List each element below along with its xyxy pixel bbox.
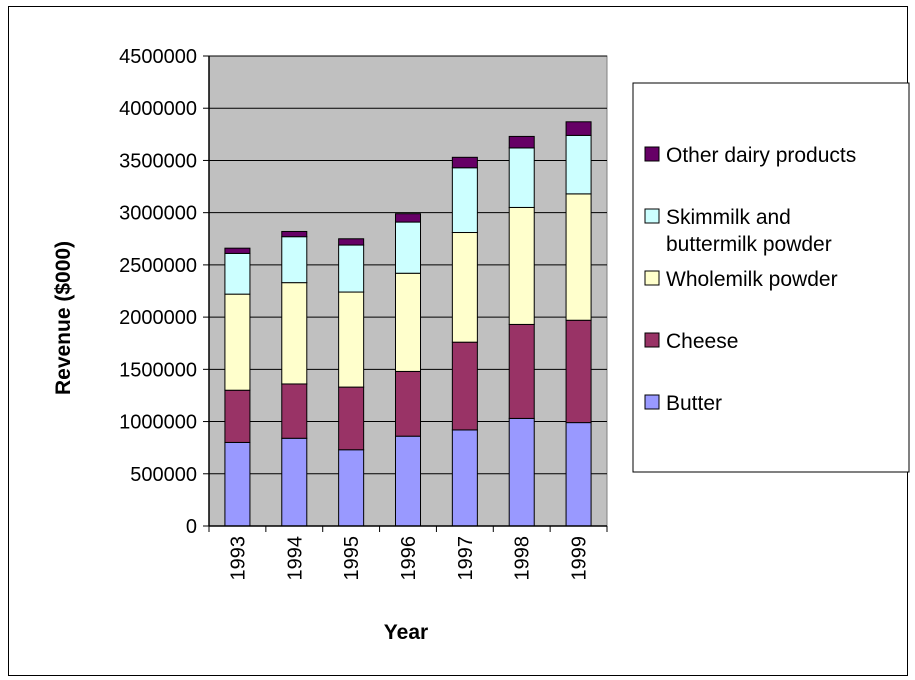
y-tick-label: 4000000 xyxy=(119,98,197,120)
bar-segment xyxy=(508,323,535,419)
x-tick-label: 1996 xyxy=(398,536,420,581)
y-tick-label: 2500000 xyxy=(119,255,197,277)
x-tick-label: 1993 xyxy=(227,536,249,581)
legend-label: Wholemilk powder xyxy=(666,268,838,291)
bar-segment xyxy=(281,230,308,238)
y-tick-label: 3000000 xyxy=(119,203,197,225)
bar-segment xyxy=(338,386,365,451)
y-tick-label: 1500000 xyxy=(119,359,197,381)
legend-label: Other dairy products xyxy=(666,144,856,167)
y-tick-label: 4500000 xyxy=(119,46,197,68)
y-tick-label: 0 xyxy=(186,516,197,538)
bar-segment xyxy=(508,147,535,208)
bar-segment xyxy=(394,221,422,274)
y-tick-label: 3500000 xyxy=(119,150,197,172)
x-tick-label: 1998 xyxy=(512,536,534,581)
bar-segment xyxy=(338,291,365,388)
x-tick-label: 1994 xyxy=(284,536,306,581)
legend-swatch xyxy=(644,394,660,410)
x-tick-label: 1997 xyxy=(455,536,477,581)
bar-segment xyxy=(451,341,478,431)
bar-segment xyxy=(451,167,478,234)
y-tick-label: 500000 xyxy=(130,464,197,486)
bar-segment xyxy=(224,247,251,254)
bar-segment xyxy=(451,232,478,343)
legend-label: Cheese xyxy=(666,330,738,353)
legend-label: buttermilk powder xyxy=(666,233,832,256)
bar-segment xyxy=(394,272,422,372)
bar-segment xyxy=(281,282,308,385)
bar-segment xyxy=(508,417,535,527)
bar-segment xyxy=(508,135,535,149)
bar-segment xyxy=(338,449,365,527)
legend: Other dairy products Skimmilk and buttermi… xyxy=(632,82,910,473)
x-axis-title: Year xyxy=(384,621,428,644)
y-tick-label: 2000000 xyxy=(119,307,197,329)
y-axis-title: Revenue ($000) xyxy=(52,241,75,395)
bars xyxy=(224,121,592,527)
bar-segment xyxy=(394,435,422,527)
legend-swatch xyxy=(644,332,660,348)
legend-swatch xyxy=(644,270,660,286)
bar-segment xyxy=(565,121,592,136)
axes: 0 500000 1000000 1500000 2000000 2500000 30000… xyxy=(119,46,608,581)
legend-label: Skimmilk and xyxy=(666,206,791,229)
bar-segment xyxy=(508,206,535,325)
bar-segment xyxy=(224,389,251,443)
bar-segment xyxy=(224,441,251,527)
bar-segment xyxy=(451,156,478,169)
bar-segment xyxy=(281,437,308,527)
bar-segment xyxy=(338,244,365,293)
bar-segment xyxy=(281,383,308,439)
legend-swatch xyxy=(644,208,660,224)
bar-segment xyxy=(224,293,251,391)
x-tick-label: 1999 xyxy=(569,536,591,581)
legend-box xyxy=(632,82,910,473)
bar-segment xyxy=(394,213,422,223)
bar-segment xyxy=(394,370,422,437)
y-tick-label: 1000000 xyxy=(119,412,197,434)
legend-label: Butter xyxy=(666,392,722,415)
bar-segment xyxy=(565,319,592,424)
legend-swatch xyxy=(644,146,660,162)
bar-segment xyxy=(565,193,592,321)
bar-segment xyxy=(565,422,592,527)
bar-segment xyxy=(451,429,478,527)
bar-segment xyxy=(224,252,251,295)
bar-segment xyxy=(281,236,308,284)
bar-segment xyxy=(338,238,365,246)
x-tick-label: 1995 xyxy=(341,536,363,581)
bar-segment xyxy=(565,134,592,195)
